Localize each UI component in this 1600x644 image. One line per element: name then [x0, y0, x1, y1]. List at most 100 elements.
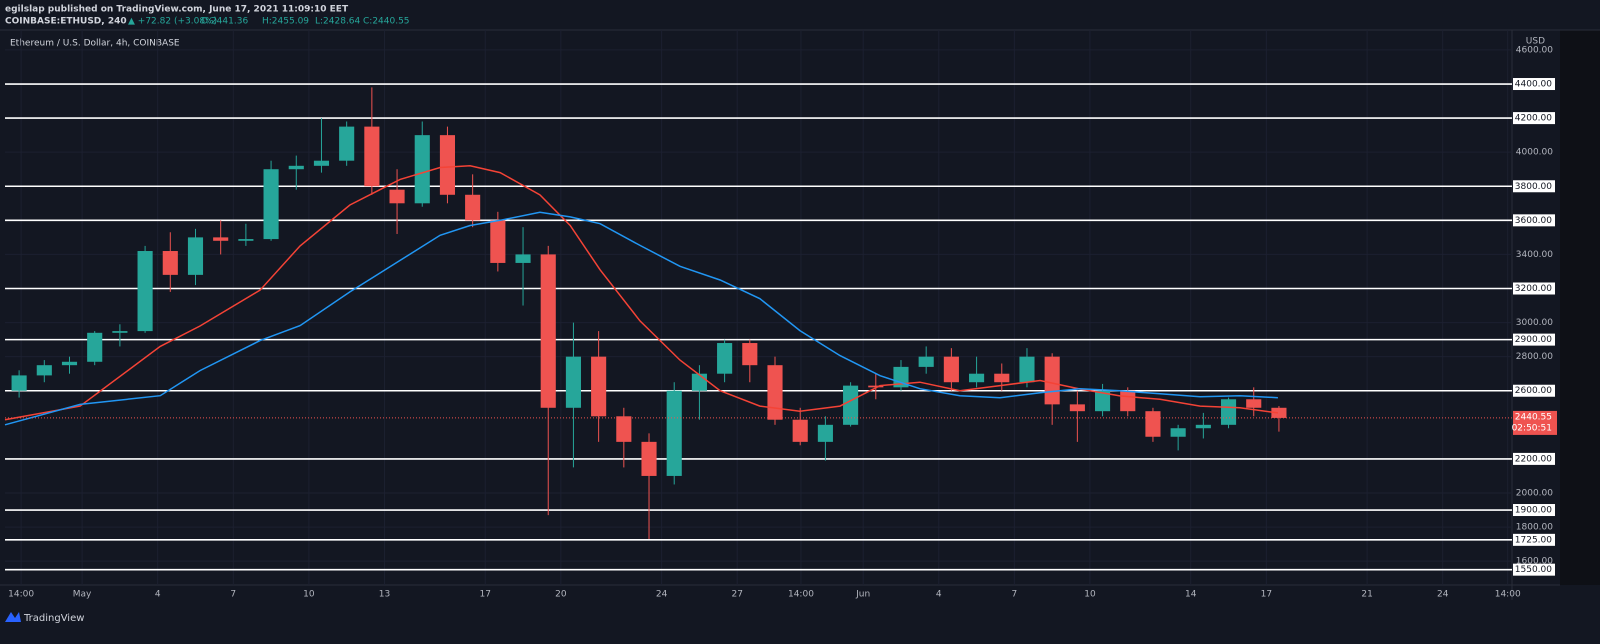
- candle-body: [666, 390, 682, 476]
- candle-body: [943, 356, 959, 383]
- candle-body: [843, 385, 859, 425]
- low: L:2428.64: [315, 17, 361, 27]
- level-box: [1513, 282, 1555, 295]
- candle-body: [817, 424, 833, 442]
- x-tick-label: 14: [1185, 590, 1197, 600]
- last-price-label: 2440.55: [1515, 412, 1552, 422]
- candle-body: [1220, 399, 1237, 425]
- candle-body: [565, 356, 581, 408]
- x-tick-label: 10: [1084, 590, 1096, 600]
- level-box: [1513, 563, 1555, 576]
- candle-body: [1019, 356, 1035, 383]
- candle-body: [691, 373, 707, 391]
- x-tick-label: 14:00: [8, 590, 34, 600]
- level-box: [1513, 78, 1555, 91]
- x-tick-label: May: [73, 590, 92, 600]
- candle-body: [969, 373, 985, 383]
- candle-body: [112, 331, 128, 333]
- candle-body: [1069, 404, 1085, 412]
- x-tick-label: 14:00: [788, 590, 814, 600]
- candle-body: [313, 160, 330, 166]
- candle-body: [414, 135, 430, 204]
- candle-body: [994, 373, 1010, 383]
- x-tick-label: 10: [303, 590, 315, 600]
- candle-body: [87, 332, 103, 362]
- right-strip: [1560, 30, 1600, 585]
- level-label: 3800.00: [1515, 182, 1552, 192]
- candle-body: [918, 356, 934, 367]
- candle-body: [616, 416, 632, 442]
- candle-body: [540, 254, 556, 408]
- level-box: [1513, 452, 1555, 465]
- candle-body: [364, 126, 380, 187]
- x-tick-label: 24: [1437, 590, 1449, 600]
- candle-body: [1271, 407, 1287, 418]
- moving-average: [4, 211, 1278, 426]
- level-label: 4400.00: [1515, 80, 1552, 90]
- candle-body: [1170, 428, 1186, 437]
- x-tick-label: 27: [731, 590, 742, 600]
- y-tick-label: 4600.00: [1516, 45, 1553, 55]
- level-box: [1513, 384, 1555, 397]
- candle-body: [36, 365, 52, 376]
- candle-body: [792, 419, 808, 442]
- candle-body: [1195, 424, 1211, 429]
- level-label: 1550.00: [1515, 565, 1552, 575]
- candle-body: [187, 237, 204, 275]
- level-box: [1513, 504, 1555, 517]
- candle-body: [1044, 356, 1060, 405]
- candle-body: [61, 361, 78, 366]
- candle-body: [11, 375, 27, 391]
- x-tick-label: 7: [230, 590, 236, 600]
- logo: [5, 612, 21, 622]
- level-label: 3200.00: [1515, 284, 1552, 294]
- candle-body: [742, 343, 758, 366]
- level-label: 2200.00: [1515, 454, 1552, 464]
- candle-body: [868, 385, 884, 388]
- brand: TradingView: [23, 613, 84, 624]
- candle-body: [717, 343, 733, 374]
- candle-body: [1145, 411, 1161, 437]
- level-box: [1513, 180, 1555, 193]
- level-label: 3600.00: [1515, 216, 1552, 226]
- x-tick-label: 17: [480, 590, 491, 600]
- candle-body: [1246, 399, 1262, 408]
- candle-body: [767, 365, 783, 420]
- countdown: 02:50:51: [1512, 423, 1552, 433]
- level-box: [1513, 214, 1555, 227]
- candle-body: [1120, 390, 1136, 412]
- last-price-box: [1513, 410, 1557, 435]
- candle-body: [339, 126, 355, 161]
- candle-body: [1094, 390, 1111, 412]
- level-box: [1513, 333, 1555, 346]
- x-tick-label: 17: [1261, 590, 1272, 600]
- candle-body: [893, 366, 909, 388]
- candle-body: [238, 239, 254, 241]
- level-label: 1725.00: [1515, 535, 1552, 545]
- candle-body: [591, 356, 607, 417]
- candle-body: [439, 135, 456, 195]
- x-tick-label: 24: [656, 590, 668, 600]
- y-tick-label: 1800.00: [1516, 523, 1553, 533]
- chart-title: Ethereum / U.S. Dollar, 4h, COINBASE: [10, 39, 180, 49]
- level-box: [1513, 112, 1555, 125]
- x-tick-label: 20: [555, 590, 567, 600]
- candle-body: [213, 237, 229, 241]
- change: ▲ +72.82 (+3.08%): [128, 17, 217, 27]
- x-tick-label: 7: [1012, 590, 1018, 600]
- level-label: 2900.00: [1515, 335, 1552, 345]
- level-label: 1900.00: [1515, 506, 1552, 516]
- y-tick-label: 2000.00: [1516, 488, 1553, 498]
- level-label: 4200.00: [1515, 114, 1552, 124]
- y-tick-label: 4000.00: [1516, 148, 1553, 158]
- y-unit: USD: [1526, 37, 1545, 47]
- high: H:2455.09: [262, 17, 309, 27]
- candle-body: [288, 165, 304, 170]
- x-tick-label: Jun: [855, 590, 870, 600]
- close: C:2440.55: [363, 17, 410, 27]
- level-box: [1513, 533, 1555, 546]
- candle-body: [137, 251, 153, 332]
- x-tick-label: 4: [936, 590, 942, 600]
